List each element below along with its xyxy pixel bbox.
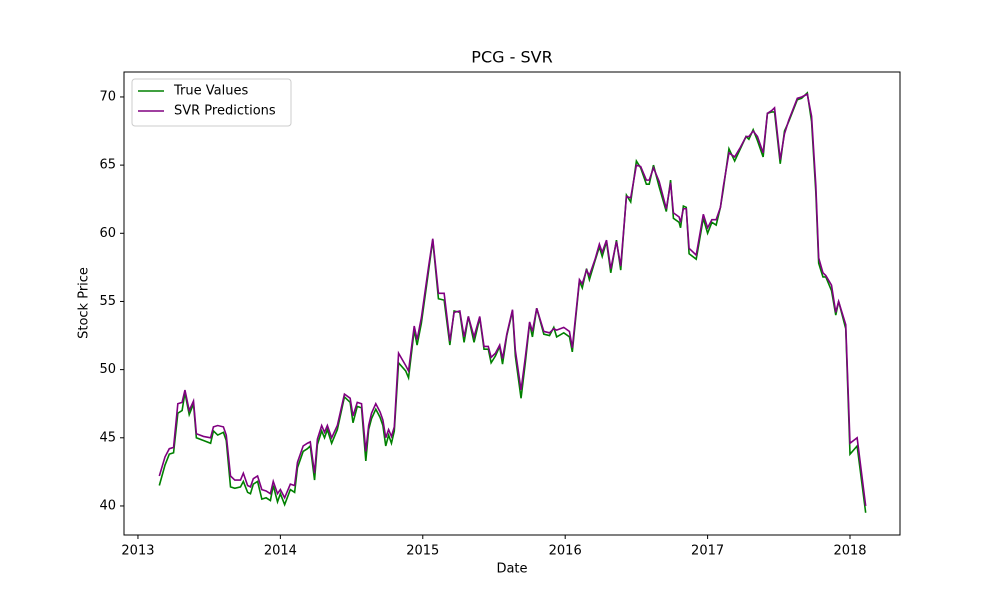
y-tick-label: 55: [99, 294, 116, 309]
y-tick-label: 40: [99, 498, 116, 513]
series-line: [158, 91, 867, 513]
x-tick-label: 2018: [833, 544, 866, 559]
y-axis-label: Stock Price: [77, 267, 92, 339]
y-tick-label: 60: [99, 226, 116, 241]
x-tick-label: 2013: [121, 544, 154, 559]
y-tick-label: 65: [99, 158, 116, 173]
x-tick-label: 2015: [406, 544, 439, 559]
series-line: [158, 93, 867, 507]
x-tick-label: 2017: [691, 544, 724, 559]
chart-title: PCG - SVR: [471, 48, 552, 67]
legend-label: SVR Predictions: [174, 104, 276, 119]
y-tick-label: 50: [99, 362, 116, 377]
x-tick-label: 2014: [264, 544, 297, 559]
legend-label: True Values: [173, 84, 248, 99]
plot-frame: [123, 71, 901, 536]
x-tick-label: 2016: [549, 544, 582, 559]
y-tick-label: 45: [99, 430, 116, 445]
legend-box: [131, 78, 292, 127]
y-tick-label: 70: [99, 89, 116, 104]
x-axis-label: Date: [496, 562, 527, 577]
